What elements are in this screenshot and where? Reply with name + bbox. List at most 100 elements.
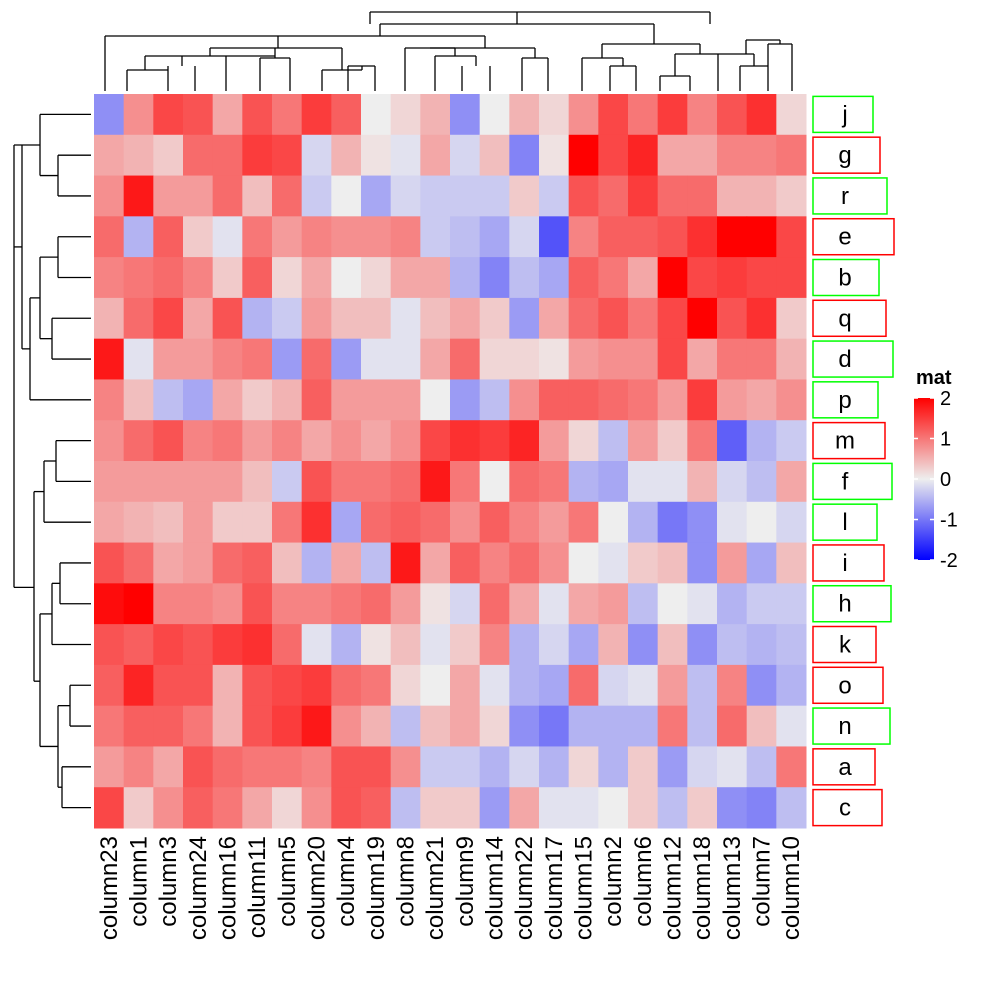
heatmap-cell xyxy=(450,175,481,217)
heatmap-cell xyxy=(717,94,748,136)
heatmap-cell xyxy=(272,583,303,625)
heatmap-cell xyxy=(123,542,154,584)
heatmap-cell xyxy=(628,379,659,421)
heatmap-cell xyxy=(479,705,510,747)
heatmap-cell xyxy=(687,542,718,584)
legend-tick-label: 1 xyxy=(940,429,951,451)
heatmap-cell xyxy=(509,787,540,829)
heatmap-cell xyxy=(746,705,777,747)
heatmap-cell xyxy=(628,134,659,177)
heatmap-cell xyxy=(420,175,451,217)
heatmap-cell xyxy=(657,257,688,299)
row-label-box xyxy=(812,340,894,378)
heatmap-cell xyxy=(509,379,540,421)
heatmap-cell xyxy=(509,175,540,217)
heatmap-cell xyxy=(598,257,629,299)
heatmap-cell xyxy=(94,379,125,421)
heatmap-cell xyxy=(242,257,273,299)
heatmap-cell xyxy=(479,542,510,584)
heatmap-cell xyxy=(361,542,392,584)
heatmap-cell xyxy=(242,461,273,503)
heatmap-cell xyxy=(657,787,688,829)
heatmap-cell xyxy=(301,257,332,299)
heatmap-cell xyxy=(153,664,184,707)
heatmap-cell xyxy=(212,624,243,666)
heatmap-cell xyxy=(746,216,777,258)
heatmap-cell xyxy=(598,297,629,340)
row-label-box xyxy=(812,544,885,582)
column-label: column22 xyxy=(511,836,538,940)
heatmap-cell xyxy=(390,420,421,462)
heatmap-cell xyxy=(94,542,125,584)
heatmap-cell xyxy=(450,624,481,666)
heatmap-cell xyxy=(509,461,540,503)
heatmap-cell xyxy=(746,746,777,788)
heatmap-cell xyxy=(568,746,599,788)
heatmap-cell xyxy=(94,501,125,544)
heatmap-cell xyxy=(242,583,273,625)
heatmap-cell xyxy=(539,94,570,136)
heatmap-cell xyxy=(657,705,688,747)
heatmap-cell xyxy=(123,583,154,625)
column-label: column9 xyxy=(452,836,479,927)
heatmap-cell xyxy=(450,338,481,380)
heatmap-cell xyxy=(301,624,332,666)
heatmap-cell xyxy=(420,297,451,340)
heatmap-cell xyxy=(390,175,421,217)
heatmap-cell xyxy=(361,420,392,462)
heatmap-cell xyxy=(94,338,125,380)
row-label: b xyxy=(838,265,851,292)
row-label-box xyxy=(812,177,888,215)
heatmap-cell xyxy=(301,297,332,340)
heatmap-cell xyxy=(331,501,362,544)
heatmap-cell xyxy=(361,583,392,625)
heatmap-cell xyxy=(390,216,421,258)
heatmap-cell xyxy=(301,94,332,136)
heatmap-cell xyxy=(687,297,718,340)
heatmap-cell xyxy=(212,542,243,584)
row-label: g xyxy=(838,142,851,169)
heatmap-cell xyxy=(212,257,243,299)
heatmap-cell xyxy=(450,501,481,544)
heatmap-cell xyxy=(776,746,807,788)
heatmap-cell xyxy=(212,583,243,625)
heatmap-cell xyxy=(123,664,154,707)
heatmap-cell xyxy=(687,175,718,217)
heatmap-cell xyxy=(479,175,510,217)
heatmap-cell xyxy=(598,461,629,503)
heatmap-cell xyxy=(746,420,777,462)
heatmap-cell xyxy=(183,461,214,503)
heatmap-cell xyxy=(657,461,688,503)
heatmap-cell xyxy=(717,338,748,380)
column-label: column17 xyxy=(541,836,568,940)
heatmap-cell xyxy=(598,420,629,462)
heatmap-cell xyxy=(420,664,451,707)
heatmap-cell xyxy=(153,94,184,136)
heatmap-cell xyxy=(746,461,777,503)
heatmap-cell xyxy=(628,501,659,544)
row-label-box xyxy=(812,136,881,174)
heatmap-cell xyxy=(301,216,332,258)
heatmap-cell xyxy=(746,175,777,217)
legend-tick-label: 2 xyxy=(940,388,951,410)
heatmap-cell xyxy=(390,664,421,707)
heatmap-cell xyxy=(420,787,451,829)
row-label: l xyxy=(842,509,847,536)
column-label: column8 xyxy=(393,836,420,927)
heatmap-cell xyxy=(717,583,748,625)
heatmap-cell xyxy=(598,94,629,136)
heatmap-cell xyxy=(450,297,481,340)
heatmap-cell xyxy=(539,501,570,544)
row-label: p xyxy=(838,387,851,414)
heatmap-cell xyxy=(776,297,807,340)
heatmap-cell xyxy=(212,664,243,707)
heatmap-cell xyxy=(123,175,154,217)
heatmap-cell xyxy=(509,297,540,340)
row-label: a xyxy=(838,754,852,781)
heatmap-cell xyxy=(657,338,688,380)
row-label: n xyxy=(838,713,851,740)
heatmap-cell xyxy=(331,257,362,299)
heatmap-cell xyxy=(272,94,303,136)
heatmap-cell xyxy=(568,338,599,380)
heatmap-cell xyxy=(568,420,599,462)
